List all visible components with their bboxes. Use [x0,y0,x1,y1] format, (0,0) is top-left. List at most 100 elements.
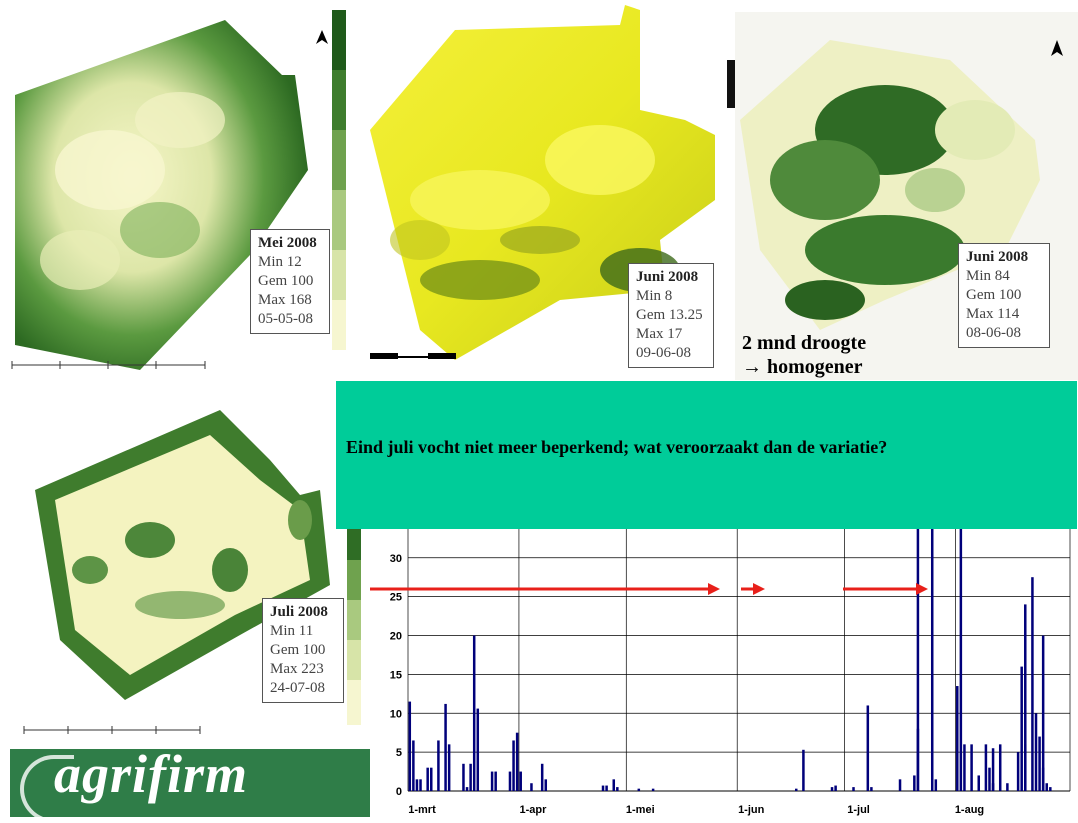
precip-bar [1041,767,1045,791]
precip-bar [970,744,973,791]
y-tick-label: 5 [396,747,402,759]
legend-min: Min 12 [258,254,302,270]
precip-bar [898,779,902,791]
scale-bar [370,353,456,359]
precip-bar [1024,744,1027,791]
precip-bar [605,785,608,791]
precip-bar [998,744,1002,791]
precip-bar [988,767,991,791]
color-legend-bar [347,520,361,725]
legend-gem: Gem 100 [270,642,326,658]
legend-date: 09-06-08 [636,345,691,361]
callout-box: Eind juli vocht niet meer beperkend; wat… [336,381,1077,529]
y-tick-label: 25 [390,592,402,604]
precip-bar [795,788,798,791]
precip-bar [991,783,995,791]
precip-bar [616,787,619,791]
precip-bar [977,775,981,791]
precip-bar [544,779,548,791]
precip-bar [913,775,916,791]
precip-bar [866,705,870,791]
precip-bar [519,771,522,791]
precip-bar [601,785,605,791]
agrifirm-logo: agrifirm [10,744,370,823]
precip-bar [1031,577,1034,791]
legend-title: Juni 2008 [636,269,699,285]
black-bar [727,60,735,108]
y-tick-label: 10 [390,708,402,720]
precip-bar [469,763,472,791]
map-legend-mei: Mei 2008 Min 12 Gem 100 Max 168 05-05-08 [250,229,330,334]
scale-bar [23,726,201,734]
precip-bar [651,788,655,791]
legend-min: Min 11 [270,623,314,639]
legend-gem: Gem 100 [258,273,314,289]
legend-title: Juli 2008 [270,604,328,620]
precip-bar [444,703,447,791]
precip-bar [830,787,834,791]
precip-bar [956,686,959,791]
precip-bar [465,787,469,791]
precip-bar [852,787,855,791]
legend-max: Max 168 [258,292,312,308]
precip-bar [494,771,497,791]
precip-bar [408,701,412,791]
north-arrow-icon [316,30,328,44]
precip-bar [462,763,465,791]
legend-date: 08-06-08 [966,325,1021,341]
legend-title: Juni 2008 [966,249,1029,265]
legend-gem: Gem 100 [966,287,1022,303]
precip-bar [984,744,988,791]
y-tick-label: 30 [390,553,402,565]
x-tick-label: 1-mei [626,804,655,816]
y-tick-label: 0 [396,786,402,798]
precip-bar [419,779,422,791]
drought-note: 2 mnd droogte → homogener [742,331,866,379]
legend-max: Max 223 [270,661,324,677]
legend-title: Mei 2008 [258,235,317,251]
precip-bar [472,635,476,791]
map-legend-juni-yellow: Juni 2008 Min 8 Gem 13.25 Max 17 09-06-0… [628,263,714,368]
precip-bar [426,767,429,791]
precip-bar [540,763,544,791]
x-tick-label: 1-mrt [408,804,436,816]
x-tick-label: 1-jun [738,804,765,816]
legend-date: 05-05-08 [258,311,313,327]
arrow-head-icon [753,583,765,595]
legend-min: Min 84 [966,268,1010,284]
precipitation-chart: 051015202530351-mrt1-apr1-mei1-jun1-jul1… [370,520,1071,816]
precip-bar [930,520,934,791]
map-mei-2008 [11,10,346,370]
precip-bar [963,744,966,791]
drought-line-1: 2 mnd droogte [742,332,867,354]
x-tick-label: 1-aug [955,804,984,816]
y-tick-label: 15 [390,669,402,681]
precip-bar [430,767,433,791]
precip-bar [415,779,419,791]
callout-text: Eind juli vocht niet meer beperkend; wat… [346,437,888,457]
precip-bar [1024,604,1027,791]
arrow-head-icon [916,583,928,595]
precip-bar [1020,666,1023,791]
precip-bar [870,787,873,791]
legend-max: Max 17 [636,326,683,342]
legend-gem: Gem 13.25 [636,307,703,323]
precip-bar [834,785,837,791]
map-legend-juni-green: Juni 2008 Min 84 Gem 100 Max 114 08-06-0… [958,243,1050,348]
precip-bar [447,744,451,791]
precip-bar [437,740,440,791]
precip-bar [934,779,938,791]
precip-bar [512,740,515,791]
precip-bar [1006,783,1009,791]
precip-bar [612,779,616,791]
precip-bar [916,520,920,791]
precip-bar [490,771,494,791]
arrow-head-icon [708,583,720,595]
precip-bar [530,783,533,791]
x-tick-label: 1-apr [519,804,547,816]
scale-bar [11,361,206,369]
precip-bar [637,788,641,791]
precip-bar [802,749,805,791]
precip-bar [412,740,415,791]
map-legend-juli: Juli 2008 Min 11 Gem 100 Max 223 24-07-0… [262,598,344,703]
